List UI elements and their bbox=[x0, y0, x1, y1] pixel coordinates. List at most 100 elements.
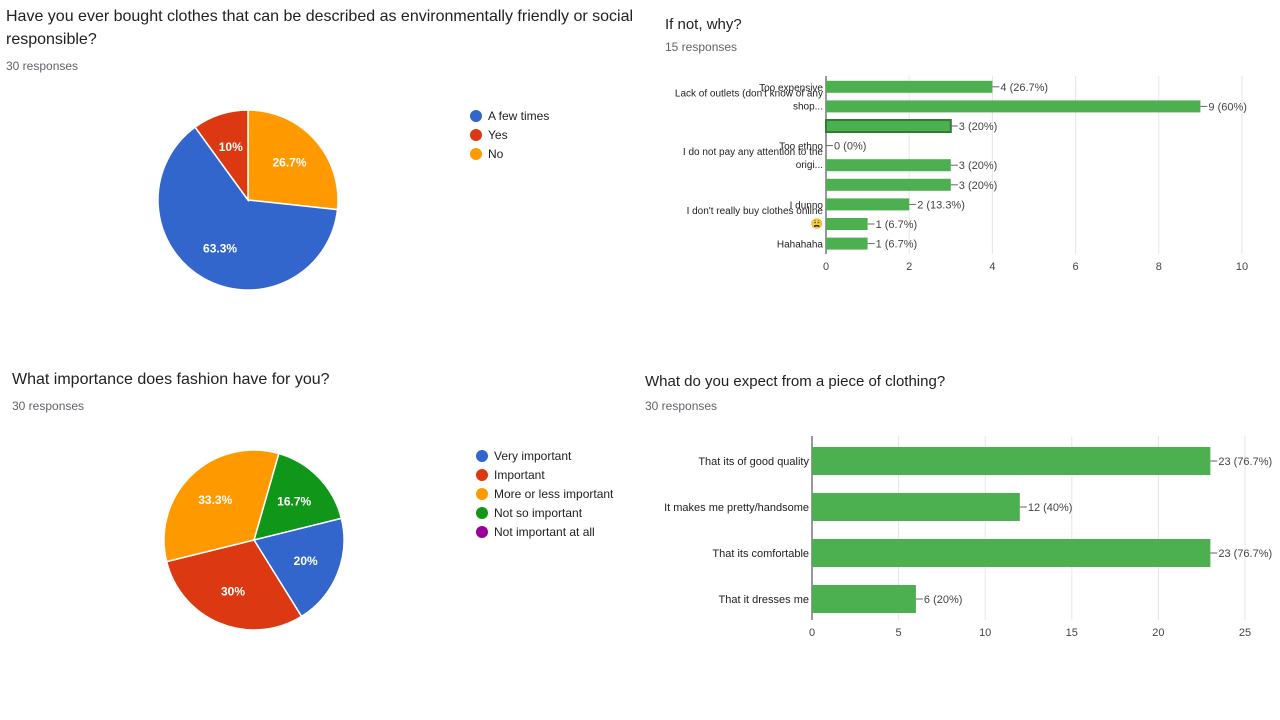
legend-label: No bbox=[488, 146, 504, 161]
pie-label-a-few-times: 63.3% bbox=[203, 241, 237, 255]
legend-item-not-important-at-all: Not important at all bbox=[476, 522, 613, 541]
legend-label: Very important bbox=[494, 448, 572, 463]
x-tick-label: 2 bbox=[906, 261, 912, 273]
legend-item-yes: Yes bbox=[470, 125, 549, 144]
bar bbox=[826, 178, 951, 191]
legend-swatch bbox=[470, 147, 482, 160]
bar bbox=[812, 539, 1211, 567]
pie-slice-a-few-times bbox=[157, 126, 339, 291]
response-count-q3: 30 responses bbox=[12, 399, 85, 413]
bar bbox=[826, 80, 993, 93]
x-tick-label: 10 bbox=[979, 627, 991, 639]
legend-item-more-or-less-important: More or less important bbox=[476, 484, 613, 503]
category-label: That its comfortable bbox=[712, 548, 809, 560]
data-label: 9 (60%) bbox=[1208, 101, 1247, 113]
data-label: 2 (13.3%) bbox=[917, 199, 965, 211]
pie-label-no: 26.7% bbox=[272, 156, 306, 170]
chart-title-q2: If not, why? bbox=[665, 16, 742, 33]
legend-item-important: Important bbox=[476, 465, 613, 484]
category-label: 😩 bbox=[811, 218, 823, 230]
data-label: 1 (6.7%) bbox=[876, 219, 918, 231]
category-label: That its of good quality bbox=[698, 456, 809, 468]
legend-q3: Very important Important More or less impo… bbox=[476, 446, 613, 541]
pie-slice-very-important bbox=[252, 517, 345, 618]
x-tick-label: 25 bbox=[1239, 627, 1251, 639]
response-count-q2: 15 responses bbox=[665, 40, 738, 54]
x-tick-label: 4 bbox=[989, 261, 995, 273]
legend-item-not-so-important: Not so important bbox=[476, 503, 613, 522]
legend-label: Yes bbox=[488, 127, 508, 142]
bar bbox=[826, 237, 868, 250]
x-tick-label: 5 bbox=[896, 627, 902, 639]
legend-label: Important bbox=[494, 467, 545, 482]
category-label: Lack of outlets (don't know of any bbox=[675, 88, 823, 99]
data-label: 3 (20%) bbox=[959, 121, 998, 133]
legend-label: A few times bbox=[488, 108, 550, 123]
bar bbox=[812, 585, 916, 613]
pie-label-important: 30% bbox=[221, 585, 245, 599]
legend-swatch bbox=[470, 109, 482, 122]
legend-item-no: No bbox=[470, 144, 549, 163]
pie-label-more-or-less-important: 33.3% bbox=[198, 493, 232, 507]
pie-slice-not-so-important bbox=[252, 452, 343, 542]
category-label: That it dresses me bbox=[719, 594, 809, 606]
pie-label-very-important: 20% bbox=[294, 554, 318, 568]
pie-chart-q3: 16.7% 20% 30% 33.3% bbox=[163, 449, 345, 631]
legend-swatch bbox=[476, 468, 488, 481]
category-label: I don't really buy clothes online bbox=[687, 206, 824, 217]
category-label: It makes me pretty/handsome bbox=[664, 502, 809, 514]
chart-panel-q2: If not, why? 15 responses bbox=[665, 13, 1265, 54]
category-label: I do not pay any attention to the bbox=[683, 147, 824, 158]
data-label: 23 (76.7%) bbox=[1218, 548, 1272, 560]
category-label: Hahahaha bbox=[777, 240, 824, 251]
chart-panel-q4: What do you expect from a piece of cloth… bbox=[645, 370, 1265, 413]
x-tick-label: 10 bbox=[1236, 261, 1248, 273]
bar bbox=[812, 493, 1020, 521]
bar bbox=[826, 218, 868, 230]
x-tick-label: 0 bbox=[809, 627, 815, 639]
pie-chart-q1: 26.7% 63.3% 10% bbox=[157, 109, 339, 291]
data-label: 3 (20%) bbox=[959, 180, 998, 192]
category-label: Too ethno bbox=[779, 142, 823, 153]
legend-swatch bbox=[476, 506, 488, 519]
legend-label: More or less important bbox=[494, 486, 614, 501]
response-count-q4: 30 responses bbox=[645, 399, 718, 413]
pie-slice-important bbox=[165, 539, 303, 631]
pie-slice-yes bbox=[194, 109, 249, 203]
chart-title-q4: What do you expect from a piece of cloth… bbox=[645, 373, 946, 390]
chart-panel-q3: What importance does fashion have for yo… bbox=[12, 368, 612, 413]
legend-swatch bbox=[470, 128, 482, 141]
bar-chart-q4: 0 5 10 15 20 25 23 (76.7%) That its of good qua… bbox=[664, 436, 1272, 639]
chart-title-q3: What importance does fashion have for yo… bbox=[12, 371, 330, 388]
category-label: I dunno bbox=[790, 200, 824, 211]
data-label: 0 (0%) bbox=[834, 141, 866, 153]
data-label: 4 (26.7%) bbox=[1000, 82, 1048, 94]
legend-swatch bbox=[476, 525, 488, 538]
legend-item-a-few-times: A few times bbox=[470, 106, 549, 125]
legend-swatch bbox=[476, 487, 488, 500]
x-tick-label: 20 bbox=[1152, 627, 1164, 639]
pie-slice-no bbox=[247, 109, 339, 211]
x-tick-label: 6 bbox=[1073, 261, 1079, 273]
bar bbox=[826, 198, 910, 211]
legend-label: Not so important bbox=[494, 505, 583, 520]
data-label: 1 (6.7%) bbox=[876, 239, 918, 251]
x-tick-label: 0 bbox=[823, 261, 829, 273]
pie-label-not-so-important: 16.7% bbox=[277, 494, 311, 508]
legend-item-very-important: Very important bbox=[476, 446, 613, 465]
data-label: 23 (76.7%) bbox=[1218, 456, 1272, 468]
data-label: 6 (20%) bbox=[924, 594, 963, 606]
x-tick-label: 8 bbox=[1156, 261, 1162, 273]
data-label: 12 (40%) bbox=[1028, 502, 1073, 514]
response-count-q1: 30 responses bbox=[6, 59, 79, 73]
bar bbox=[826, 100, 1201, 113]
category-label: origi... bbox=[796, 160, 823, 171]
data-label: 3 (20%) bbox=[959, 160, 998, 172]
pie-slice-more-or-less-important bbox=[163, 449, 280, 563]
chart-panel-q1: Have you ever bought clothes that can be… bbox=[6, 5, 656, 73]
bar bbox=[825, 119, 952, 133]
x-tick-label: 15 bbox=[1066, 627, 1078, 639]
legend-q1: A few times Yes No bbox=[470, 106, 549, 163]
category-label: Too expensive bbox=[759, 83, 823, 94]
chart-title-q1: Have you ever bought clothes that can be… bbox=[6, 8, 634, 48]
